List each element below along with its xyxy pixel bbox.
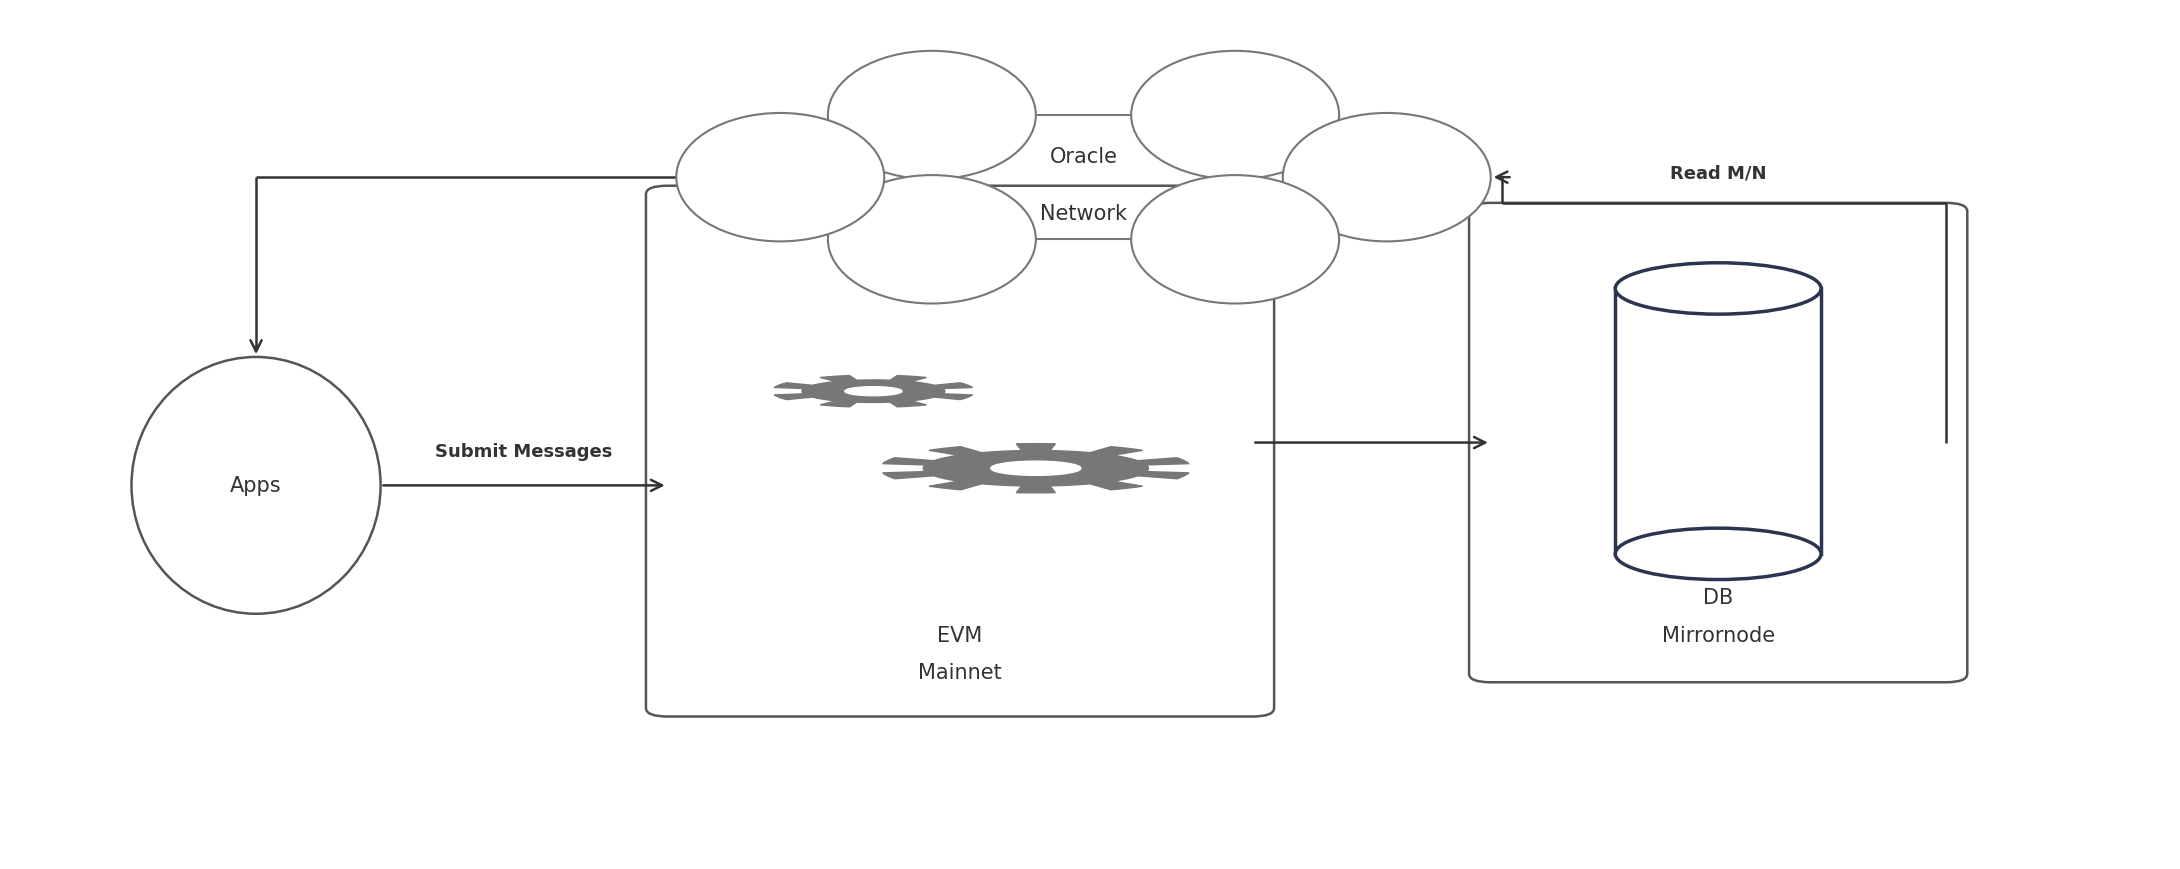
Ellipse shape [1131,52,1339,180]
Text: Submit Messages: Submit Messages [436,442,613,461]
Ellipse shape [828,176,1036,304]
Text: Mainnet: Mainnet [918,662,1003,682]
Text: Read M/N: Read M/N [1670,164,1766,182]
Polygon shape [846,388,903,396]
Ellipse shape [828,52,1036,180]
Text: EVM: EVM [937,626,983,646]
FancyBboxPatch shape [645,187,1273,717]
Text: Mirrornode: Mirrornode [1661,626,1775,646]
Text: Oracle: Oracle [1049,147,1118,167]
Text: Network: Network [1040,204,1127,224]
FancyBboxPatch shape [1469,203,1966,682]
Text: DB: DB [1703,587,1733,607]
Ellipse shape [131,357,382,614]
Polygon shape [774,376,972,408]
Text: Apps: Apps [231,476,281,496]
Ellipse shape [676,114,885,242]
Ellipse shape [1282,114,1491,242]
Ellipse shape [1615,528,1820,580]
Ellipse shape [1131,176,1339,304]
Polygon shape [990,461,1081,476]
Polygon shape [1615,289,1820,554]
Polygon shape [883,444,1188,494]
Ellipse shape [1615,263,1820,315]
